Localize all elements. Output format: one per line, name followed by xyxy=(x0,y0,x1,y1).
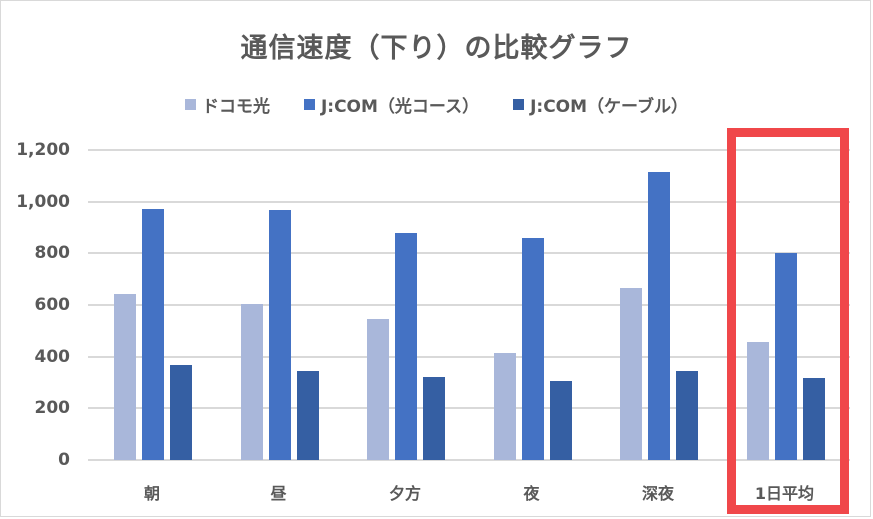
gridline xyxy=(88,355,850,358)
legend-item-docomo[interactable]: ドコモ光 xyxy=(184,92,270,117)
bar[interactable] xyxy=(296,370,319,460)
legend: ドコモ光 J:COM（光コース） J:COM（ケーブル） xyxy=(0,92,873,117)
bar[interactable] xyxy=(493,353,516,460)
gridline xyxy=(88,252,850,255)
bar[interactable] xyxy=(240,303,263,460)
x-tick-label: 夕方 xyxy=(388,484,421,503)
gridline xyxy=(88,407,850,410)
gridline xyxy=(88,304,850,306)
legend-label: J:COM（光コース） xyxy=(320,97,480,117)
x-tick-label: 朝 xyxy=(143,484,160,503)
x-tick-label: 深夜 xyxy=(641,484,674,503)
bar[interactable] xyxy=(746,341,769,460)
bar[interactable] xyxy=(142,208,164,460)
legend-swatch-icon xyxy=(184,99,196,110)
bar[interactable] xyxy=(620,287,642,460)
bar[interactable] xyxy=(774,253,797,460)
bar[interactable] xyxy=(802,378,825,460)
bar[interactable] xyxy=(549,380,572,460)
highlight-box xyxy=(727,128,849,514)
gridline xyxy=(88,149,850,151)
y-tick-label: 400 xyxy=(34,346,71,367)
x-tick-label: 昼 xyxy=(270,484,287,503)
x-tick-label: 1日平均 xyxy=(754,484,815,503)
y-tick-label: 600 xyxy=(34,295,71,315)
bar[interactable] xyxy=(367,318,389,460)
bar[interactable] xyxy=(423,377,445,460)
x-tick-label: 夜 xyxy=(523,484,540,503)
legend-item-jcom-hikari[interactable]: J:COM（光コース） xyxy=(303,92,480,117)
bar[interactable] xyxy=(521,237,544,460)
legend-label: J:COM（ケーブル） xyxy=(530,97,689,117)
gridline xyxy=(88,200,850,203)
y-tick-label: 1,200 xyxy=(16,140,70,160)
gridline xyxy=(88,459,850,461)
bar[interactable] xyxy=(676,370,698,460)
y-tick-label: 800 xyxy=(34,243,71,264)
chart-title: 通信速度（下り）の比較グラフ xyxy=(240,33,633,64)
bar[interactable] xyxy=(170,364,192,460)
legend-label: ドコモ光 xyxy=(201,97,270,117)
y-tick-label: 0 xyxy=(58,450,70,470)
bar[interactable] xyxy=(395,232,417,460)
y-tick-label: 1,000 xyxy=(16,191,70,212)
bar[interactable] xyxy=(268,209,291,460)
y-tick-label: 200 xyxy=(34,398,71,419)
legend-item-jcom-cable[interactable]: J:COM（ケーブル） xyxy=(513,92,688,117)
bar[interactable] xyxy=(114,293,136,460)
legend-swatch-icon xyxy=(513,99,525,110)
legend-swatch-icon xyxy=(303,99,315,110)
bar[interactable] xyxy=(648,171,670,460)
